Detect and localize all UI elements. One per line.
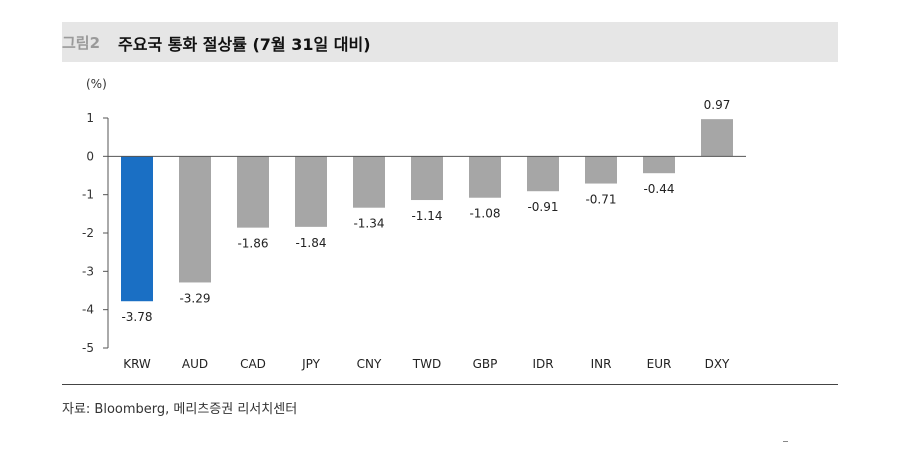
- data-label: -1.84: [295, 236, 326, 250]
- y-tick-label: 1: [86, 111, 94, 125]
- bar-inr: [585, 156, 617, 184]
- x-tick-label: TWD: [412, 357, 441, 371]
- page-mark: [783, 441, 788, 442]
- bar-cad: [237, 156, 269, 228]
- figure-title-bar: 그림2 주요국 통화 절상률 (7월 31일 대비): [62, 22, 838, 62]
- source-note: 자료: Bloomberg, 메리츠증권 리서치센터: [62, 402, 298, 417]
- data-label: -1.08: [469, 207, 500, 221]
- y-tick-label: -1: [82, 188, 94, 202]
- bar-twd: [411, 156, 443, 201]
- y-tick-label: -2: [82, 226, 94, 240]
- data-label: -3.29: [179, 291, 210, 305]
- x-tick-label: KRW: [123, 357, 151, 371]
- x-tick-label: INR: [591, 357, 612, 371]
- data-label: -1.34: [353, 217, 384, 231]
- x-tick-label: CNY: [357, 357, 382, 371]
- bar-krw: [121, 156, 153, 302]
- y-tick-label: -5: [82, 341, 94, 355]
- data-label: 0.97: [704, 98, 731, 112]
- x-tick-label: CAD: [240, 357, 266, 371]
- x-tick-label: DXY: [705, 357, 730, 371]
- data-label: -1.86: [237, 237, 268, 251]
- y-axis-unit: (%): [86, 77, 107, 91]
- figure-title: 주요국 통화 절상률 (7월 31일 대비): [118, 35, 371, 54]
- y-tick-label: -4: [82, 303, 94, 317]
- figure-label: 그림2: [62, 34, 101, 52]
- data-label: -0.44: [643, 182, 674, 196]
- data-label: -3.78: [121, 310, 152, 324]
- data-label: -1.14: [411, 209, 442, 223]
- x-tick-label: GBP: [473, 357, 498, 371]
- bar-gbp: [469, 156, 501, 198]
- bar-aud: [179, 156, 211, 283]
- x-tick-label: IDR: [532, 357, 553, 371]
- bar-eur: [643, 156, 675, 174]
- x-tick-label: EUR: [647, 357, 672, 371]
- bar-cny: [353, 156, 385, 208]
- data-label: -0.71: [585, 193, 616, 207]
- data-label: -0.91: [527, 200, 558, 214]
- bottom-divider: [62, 384, 838, 385]
- x-tick-label: JPY: [301, 357, 321, 371]
- y-tick-label: 0: [86, 149, 94, 163]
- y-tick-label: -3: [82, 264, 94, 278]
- bar-dxy: [701, 119, 733, 157]
- bar-idr: [527, 156, 559, 192]
- bar-jpy: [295, 156, 327, 227]
- x-tick-label: AUD: [182, 357, 208, 371]
